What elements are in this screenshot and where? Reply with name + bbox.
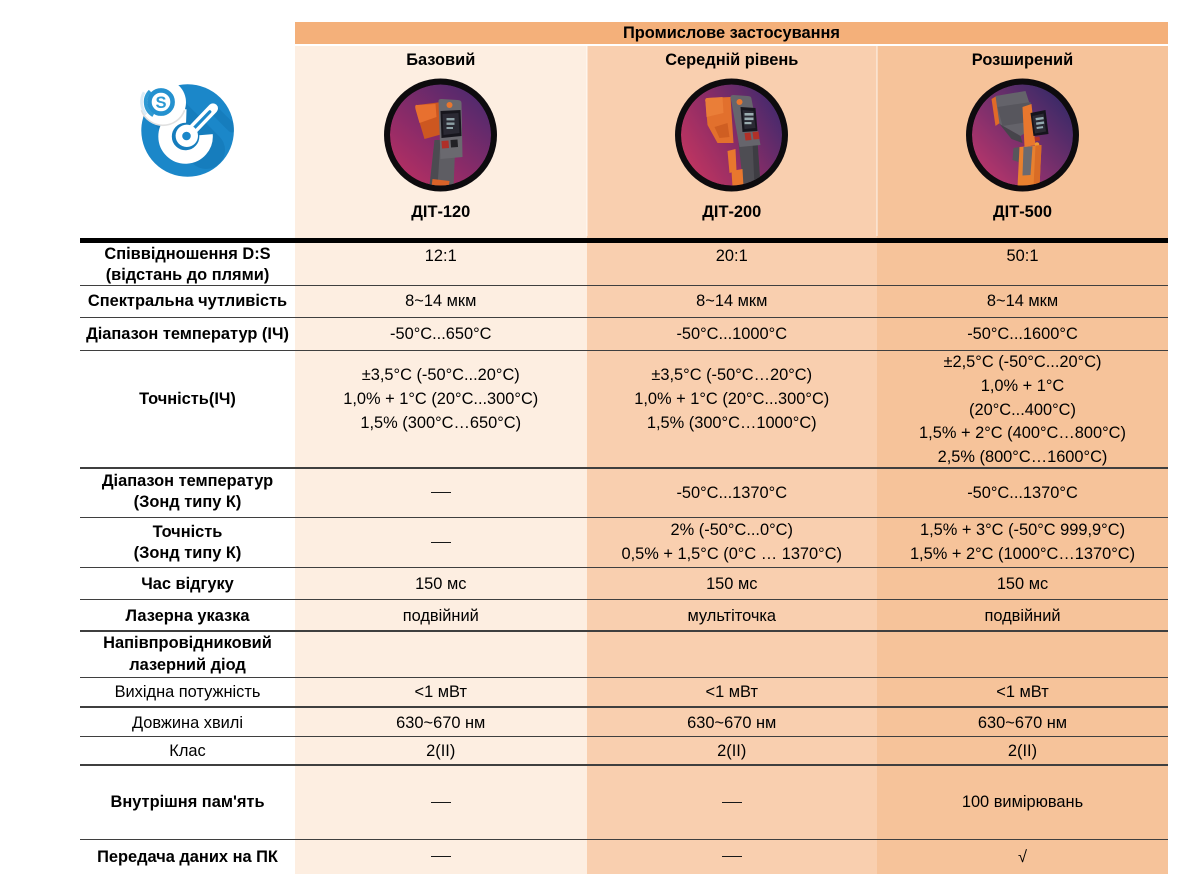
svg-text:S: S — [155, 94, 166, 112]
